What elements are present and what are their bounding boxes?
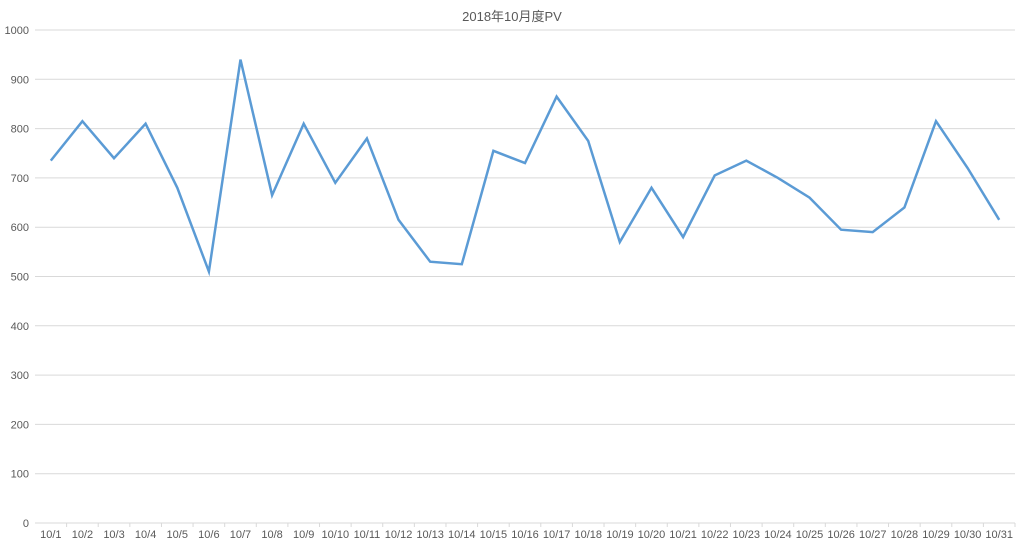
line-chart: 2018年10月度PV 0100200300400500600700800900… bbox=[0, 0, 1024, 551]
x-tick-label: 10/12 bbox=[385, 529, 413, 541]
y-axis-ticks: 0 100 200 300 400 500 600 700 800 900 1000 bbox=[5, 25, 29, 530]
x-tick-label: 10/6 bbox=[198, 529, 219, 541]
x-tick-label: 10/10 bbox=[322, 529, 350, 541]
y-tick-label: 300 bbox=[11, 370, 29, 382]
x-tick-label: 10/23 bbox=[733, 529, 761, 541]
y-tick-label: 0 bbox=[23, 518, 29, 530]
x-tick-label: 10/5 bbox=[167, 529, 188, 541]
x-axis-ticks: 10/1 10/2 10/3 10/4 10/5 10/6 10/7 10/8 10/9 10/1… bbox=[40, 529, 1013, 541]
x-tick-label: 10/31 bbox=[985, 529, 1013, 541]
y-tick-label: 500 bbox=[11, 272, 29, 284]
x-tick-label: 10/28 bbox=[891, 529, 919, 541]
x-tick-label: 10/27 bbox=[859, 529, 887, 541]
y-tick-label: 1000 bbox=[5, 25, 29, 37]
x-tick-label: 10/9 bbox=[293, 529, 314, 541]
y-tick-label: 900 bbox=[11, 74, 29, 86]
x-tick-label: 10/4 bbox=[135, 529, 156, 541]
x-tick-label: 10/29 bbox=[922, 529, 950, 541]
chart-svg: 01002003004005006007008009001000 10/110/… bbox=[0, 0, 1024, 551]
y-tick-label: 700 bbox=[11, 173, 29, 185]
x-tick-label: 10/17 bbox=[543, 529, 571, 541]
x-tick-label: 10/13 bbox=[416, 529, 444, 541]
x-tick-label: 10/1 bbox=[40, 529, 61, 541]
y-tick-label: 600 bbox=[11, 222, 29, 234]
x-tick-label: 10/25 bbox=[796, 529, 824, 541]
x-tick-label: 10/14 bbox=[448, 529, 476, 541]
x-tick-label: 10/15 bbox=[480, 529, 508, 541]
gridlines bbox=[35, 30, 1015, 527]
x-tick-label: 10/22 bbox=[701, 529, 729, 541]
x-tick-label: 10/24 bbox=[764, 529, 792, 541]
x-tick-label: 10/8 bbox=[261, 529, 282, 541]
x-tick-label: 10/2 bbox=[72, 529, 93, 541]
data-series-line bbox=[51, 60, 999, 272]
x-tick-label: 10/7 bbox=[230, 529, 251, 541]
x-tick-label: 10/26 bbox=[827, 529, 855, 541]
x-tick-label: 10/30 bbox=[954, 529, 982, 541]
x-tick-label: 10/3 bbox=[103, 529, 124, 541]
x-tick-label: 10/18 bbox=[574, 529, 602, 541]
y-tick-label: 800 bbox=[11, 124, 29, 136]
y-tick-label: 100 bbox=[11, 469, 29, 481]
y-tick-label: 200 bbox=[11, 419, 29, 431]
x-tick-label: 10/21 bbox=[669, 529, 697, 541]
x-tick-label: 10/11 bbox=[354, 529, 381, 541]
x-tick-label: 10/16 bbox=[511, 529, 539, 541]
x-tick-label: 10/19 bbox=[606, 529, 634, 541]
x-tick-label: 10/20 bbox=[638, 529, 666, 541]
y-tick-label: 400 bbox=[11, 321, 29, 333]
